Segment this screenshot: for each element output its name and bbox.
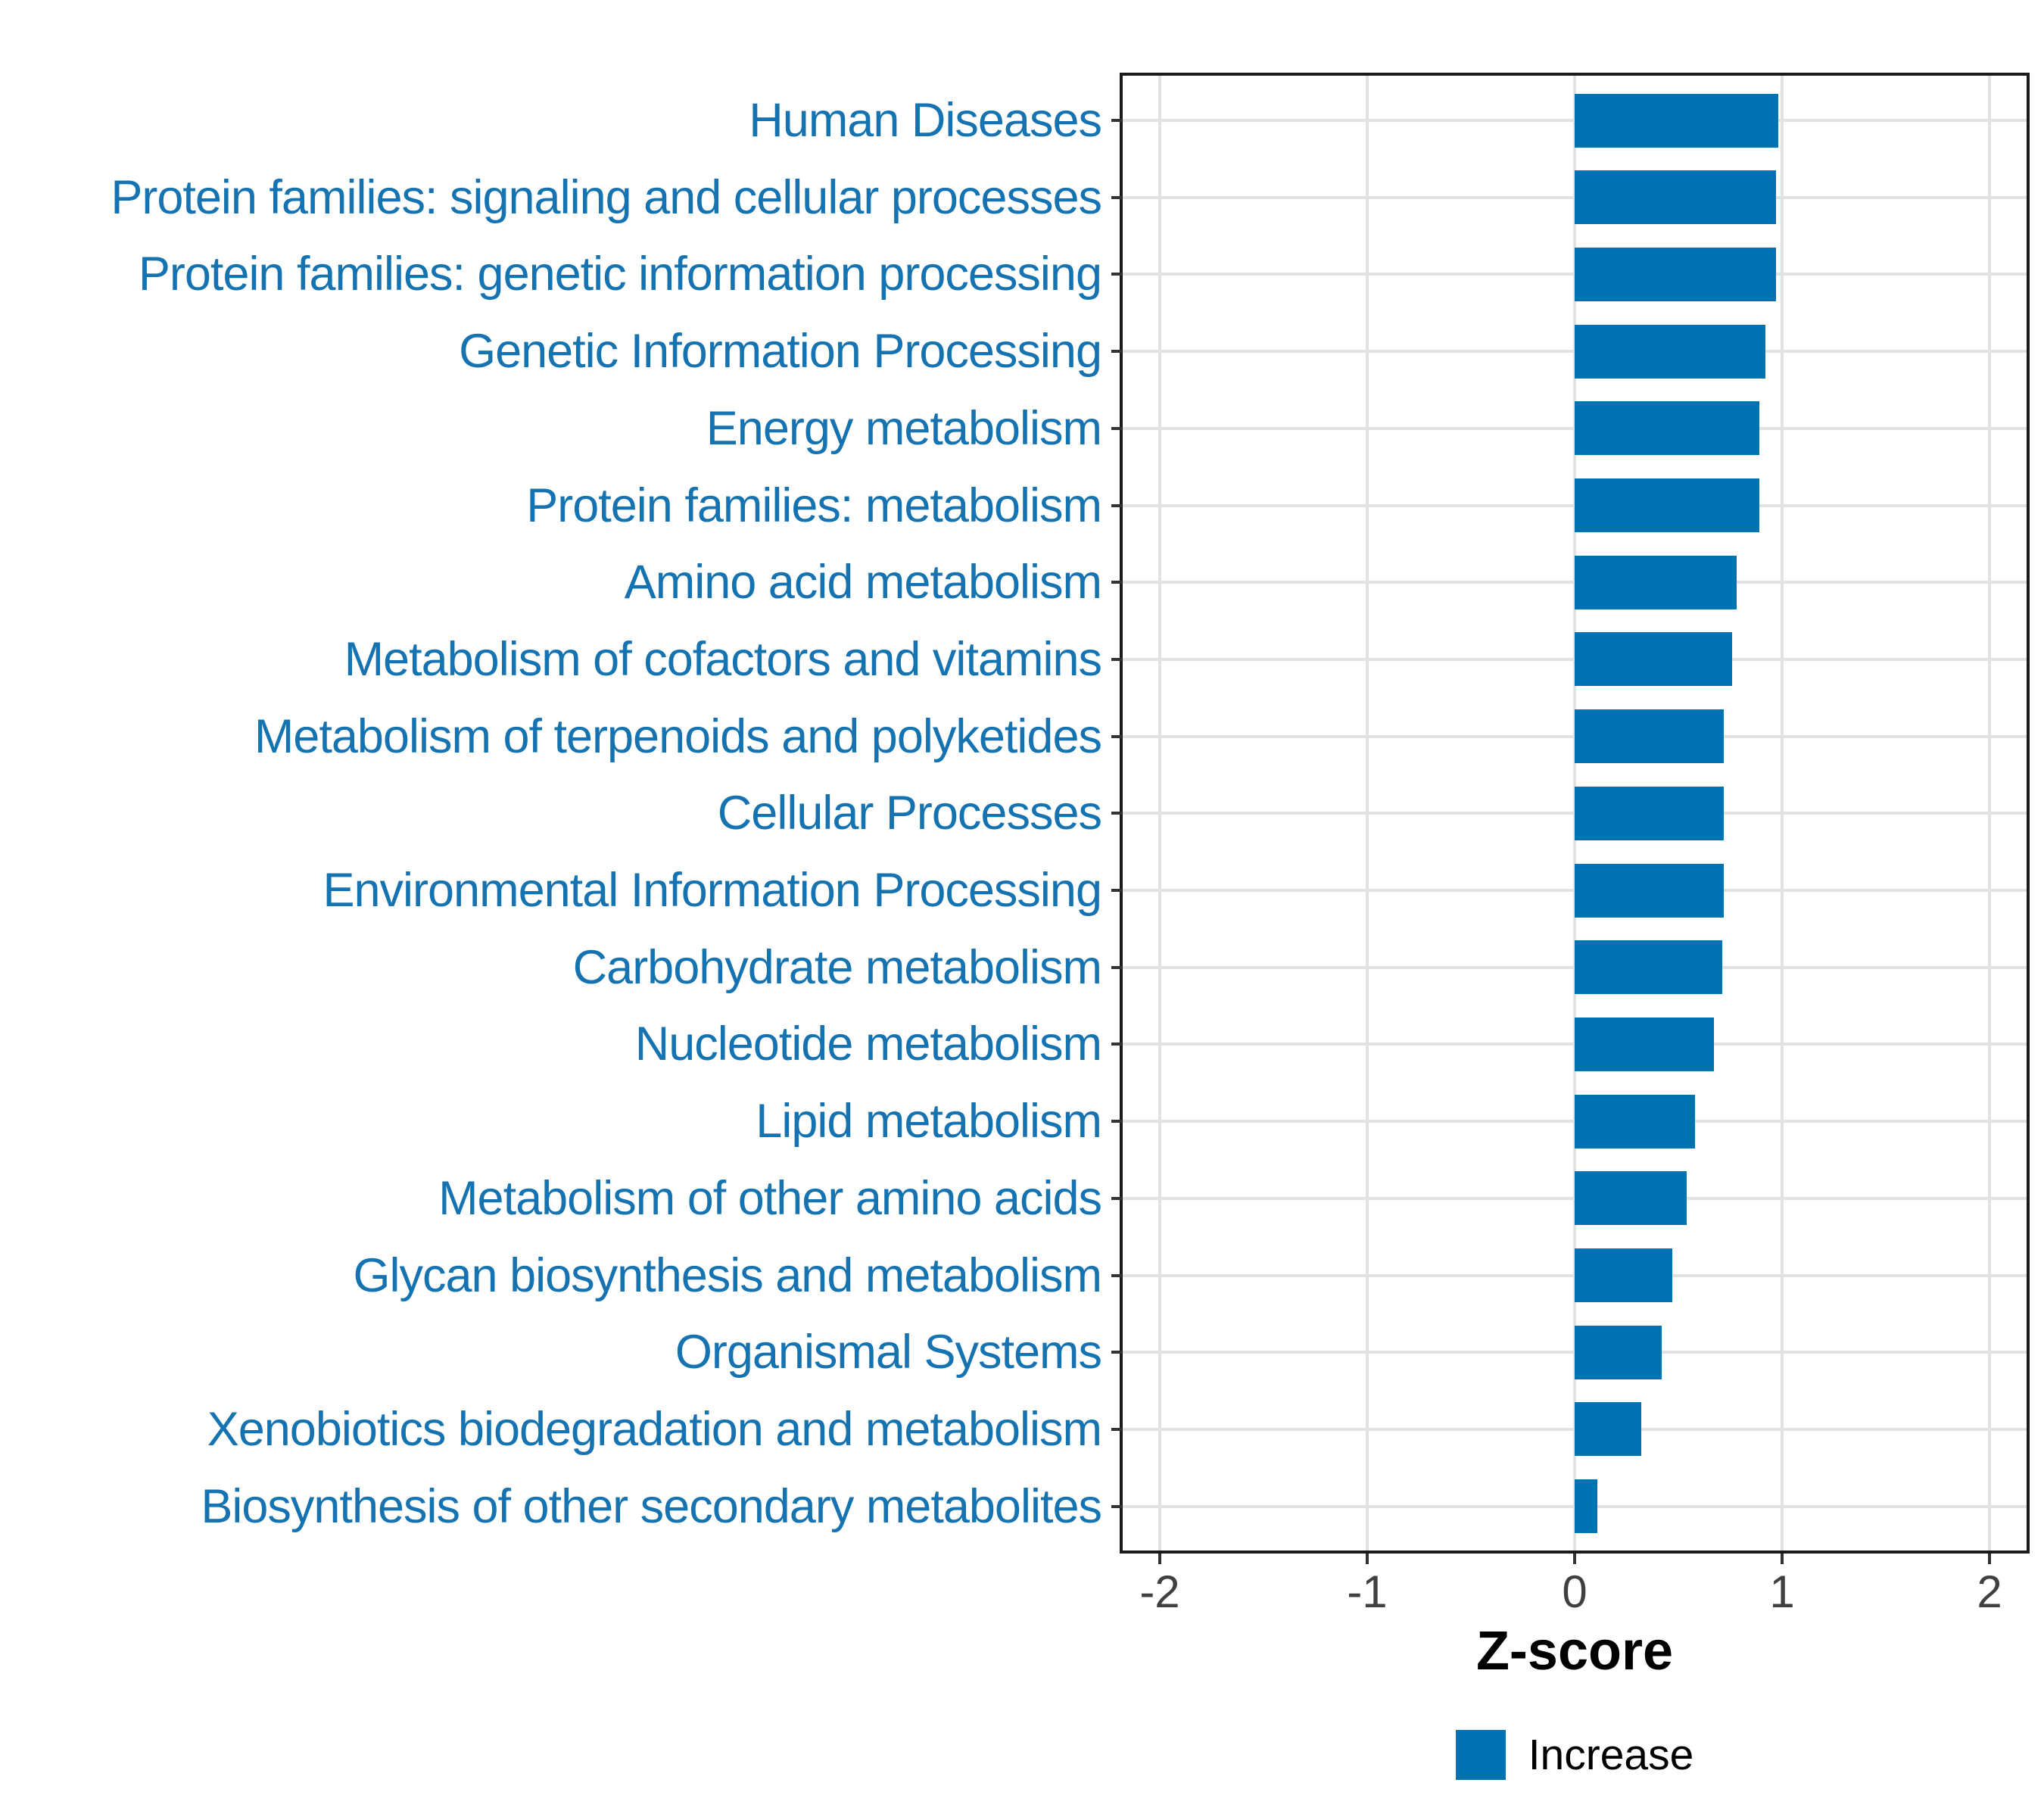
x-axis-tick [1573, 1554, 1576, 1564]
y-axis-tick [1111, 1120, 1122, 1124]
y-axis-label: Organismal Systems [675, 1326, 1102, 1379]
x-axis-tick-label: 2 [1977, 1566, 2002, 1617]
y-axis-label: Biosynthesis of other secondary metaboli… [201, 1479, 1102, 1533]
y-axis-tick [1111, 1196, 1122, 1200]
y-axis-label: Xenobiotics biodegradation and metabolis… [207, 1402, 1102, 1456]
bar [1575, 324, 1765, 379]
y-axis-label: Amino acid metabolism [624, 556, 1102, 609]
y-axis-label: Nucleotide metabolism [634, 1018, 1102, 1071]
y-axis-label: Metabolism of other amino acids [438, 1171, 1102, 1225]
y-axis-tick [1111, 889, 1122, 892]
bar [1575, 1171, 1687, 1226]
y-axis-tick [1111, 581, 1122, 584]
y-axis-label: Cellular Processes [717, 787, 1102, 840]
legend-swatch-increase [1455, 1730, 1506, 1780]
y-axis-tick [1111, 657, 1122, 661]
bar [1575, 940, 1722, 995]
y-axis-label: Protein families: metabolism [526, 478, 1102, 532]
legend: Increase [1123, 1728, 2027, 1781]
y-axis-label: Glycan biosynthesis and metabolism [353, 1248, 1103, 1302]
y-axis-label: Human Diseases [749, 94, 1102, 147]
y-axis-tick [1111, 965, 1122, 969]
y-axis-tick [1111, 734, 1122, 738]
y-axis-tick [1111, 1273, 1122, 1277]
y-axis-tick [1111, 503, 1122, 507]
x-axis-tick-label: 0 [1562, 1566, 1588, 1617]
y-axis-tick [1111, 1427, 1122, 1431]
x-axis-tick [1988, 1554, 1991, 1564]
y-axis-label: Genetic Information Processing [459, 325, 1102, 379]
x-axis-tick-label: 1 [1769, 1566, 1795, 1617]
bar [1575, 1402, 1641, 1457]
y-axis-tick [1111, 1504, 1122, 1508]
y-axis-tick [1111, 119, 1122, 122]
bar [1575, 247, 1776, 301]
y-axis-tick [1111, 812, 1122, 815]
y-axis-tick [1111, 1351, 1122, 1354]
x-axis-tick [1158, 1554, 1161, 1564]
bar [1575, 555, 1737, 609]
bar [1575, 1325, 1662, 1379]
bar [1575, 1017, 1714, 1071]
bar [1575, 170, 1776, 225]
y-axis-label: Metabolism of terpenoids and polyketides [254, 709, 1102, 763]
bar [1575, 863, 1724, 918]
bar [1575, 709, 1724, 764]
bar [1575, 93, 1778, 148]
y-axis-tick [1111, 273, 1122, 276]
x-axis-tick [1781, 1554, 1784, 1564]
bar [1575, 786, 1724, 840]
y-axis-label: Environmental Information Processing [322, 864, 1102, 917]
legend-label: Increase [1528, 1731, 1694, 1779]
y-axis-label: Carbohydrate metabolism [572, 940, 1102, 994]
y-axis-label: Energy metabolism [706, 401, 1102, 455]
y-axis-tick [1111, 195, 1122, 199]
bar [1575, 478, 1759, 532]
y-axis-label: Protein families: signaling and cellular… [111, 170, 1102, 224]
x-axis-tick-label: -1 [1347, 1566, 1388, 1617]
x-axis-tick-label: -2 [1139, 1566, 1180, 1617]
y-axis-tick [1111, 1043, 1122, 1046]
bar [1575, 1094, 1695, 1148]
bar [1575, 401, 1759, 456]
bar [1575, 1479, 1597, 1534]
bar [1575, 632, 1732, 687]
y-axis-label: Lipid metabolism [756, 1095, 1102, 1148]
x-axis-title: Z-score [1475, 1621, 1674, 1681]
y-axis-label: Metabolism of cofactors and vitamins [344, 632, 1102, 686]
x-axis-tick [1366, 1554, 1369, 1564]
plot-panel [1120, 73, 2030, 1554]
y-axis-tick [1111, 426, 1122, 430]
y-axis-label: Protein families: genetic information pr… [138, 248, 1102, 301]
y-axis-tick [1111, 350, 1122, 354]
bar [1575, 1248, 1672, 1302]
